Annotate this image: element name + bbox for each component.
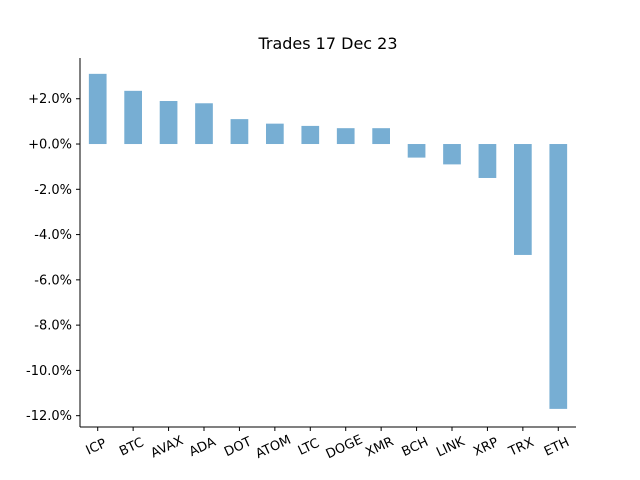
bar-ada bbox=[195, 103, 213, 145]
x-tick-label-trx: TRX bbox=[506, 435, 537, 460]
bar-link bbox=[443, 144, 461, 165]
x-tick-label-xrp: XRP bbox=[471, 435, 501, 460]
y-tick-label: -4.0% bbox=[34, 228, 72, 243]
x-tick-label-eth: ETH bbox=[542, 435, 572, 460]
bar-xrp bbox=[478, 144, 497, 178]
y-tick-label: -6.0% bbox=[34, 273, 72, 288]
y-tick-label: -12.0% bbox=[26, 409, 72, 424]
x-tick-label-btc: BTC bbox=[117, 435, 146, 459]
y-tick-label: -8.0% bbox=[34, 319, 72, 334]
x-tick-label-ltc: LTC bbox=[296, 436, 322, 459]
x-tick-label-ada: ADA bbox=[187, 435, 218, 460]
bar-atom bbox=[266, 123, 284, 145]
bar-avax bbox=[159, 101, 178, 145]
bar-doge bbox=[336, 128, 355, 145]
bar-trx bbox=[514, 144, 532, 255]
y-tick-label: -10.0% bbox=[26, 364, 72, 379]
x-tick-label-link: LINK bbox=[434, 434, 467, 460]
y-tick-label: +2.0% bbox=[28, 92, 72, 107]
x-tick-label-xmr: XMR bbox=[363, 434, 396, 460]
y-axis-ticks: +2.0% +0.0% -2.0% -4.0% -6.0% -8.0% -10.0% -12.… bbox=[26, 92, 80, 424]
x-tick-label-icp: ICP bbox=[84, 436, 109, 458]
bar-btc bbox=[124, 90, 142, 145]
bars-group bbox=[88, 73, 568, 409]
x-tick-label-avax: AVAX bbox=[149, 433, 186, 461]
y-tick-label: -2.0% bbox=[34, 183, 72, 198]
y-tick-label: +0.0% bbox=[28, 138, 72, 153]
x-tick-label-bch: BCH bbox=[400, 435, 431, 460]
x-tick-label-atom: ATOM bbox=[253, 433, 293, 462]
chart-title: Trades 17 Dec 23 bbox=[257, 34, 397, 53]
bar-xmr bbox=[372, 128, 390, 145]
bar-ltc bbox=[301, 125, 320, 145]
bar-icp bbox=[88, 73, 107, 145]
bar-dot bbox=[230, 119, 249, 145]
x-tick-label-doge: DOGE bbox=[324, 432, 365, 462]
x-tick-label-dot: DOT bbox=[222, 435, 254, 461]
bar-bch bbox=[407, 144, 426, 158]
bar-eth bbox=[549, 144, 568, 409]
